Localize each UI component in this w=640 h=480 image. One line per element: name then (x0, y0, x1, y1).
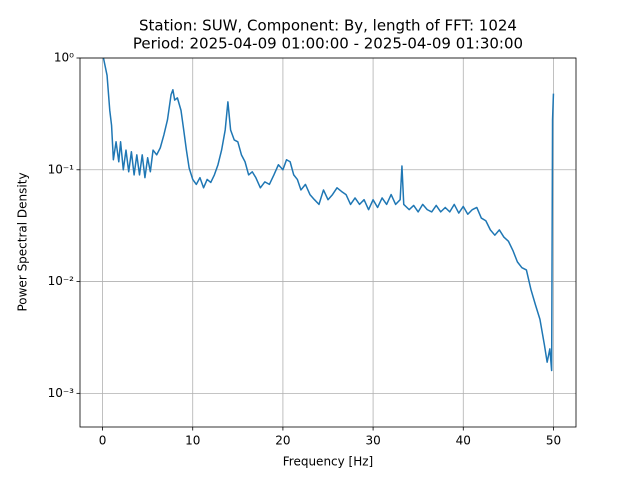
chart-title: Station: SUW, Component: By, length of F… (139, 17, 517, 35)
x-tick-label: 0 (99, 434, 107, 448)
chart-subtitle: Period: 2025-04-09 01:00:00 - 2025-04-09… (133, 35, 523, 53)
y-tick-label: 10⁻³ (48, 386, 75, 400)
plot-frame (79, 57, 577, 428)
x-tick-label: 50 (546, 434, 561, 448)
x-tick-label: 20 (275, 434, 290, 448)
y-tick-label: 10⁰ (54, 51, 74, 65)
x-tick-label: 40 (456, 434, 471, 448)
y-tick-label: 10⁻¹ (48, 162, 75, 176)
x-axis-label: Frequency [Hz] (283, 455, 374, 469)
y-tick-label: 10⁻² (48, 274, 75, 288)
x-tick-label: 10 (185, 434, 200, 448)
data-line (102, 58, 555, 372)
y-axis-label: Power Spectral Density (16, 172, 30, 311)
x-tick-label: 30 (365, 434, 380, 448)
